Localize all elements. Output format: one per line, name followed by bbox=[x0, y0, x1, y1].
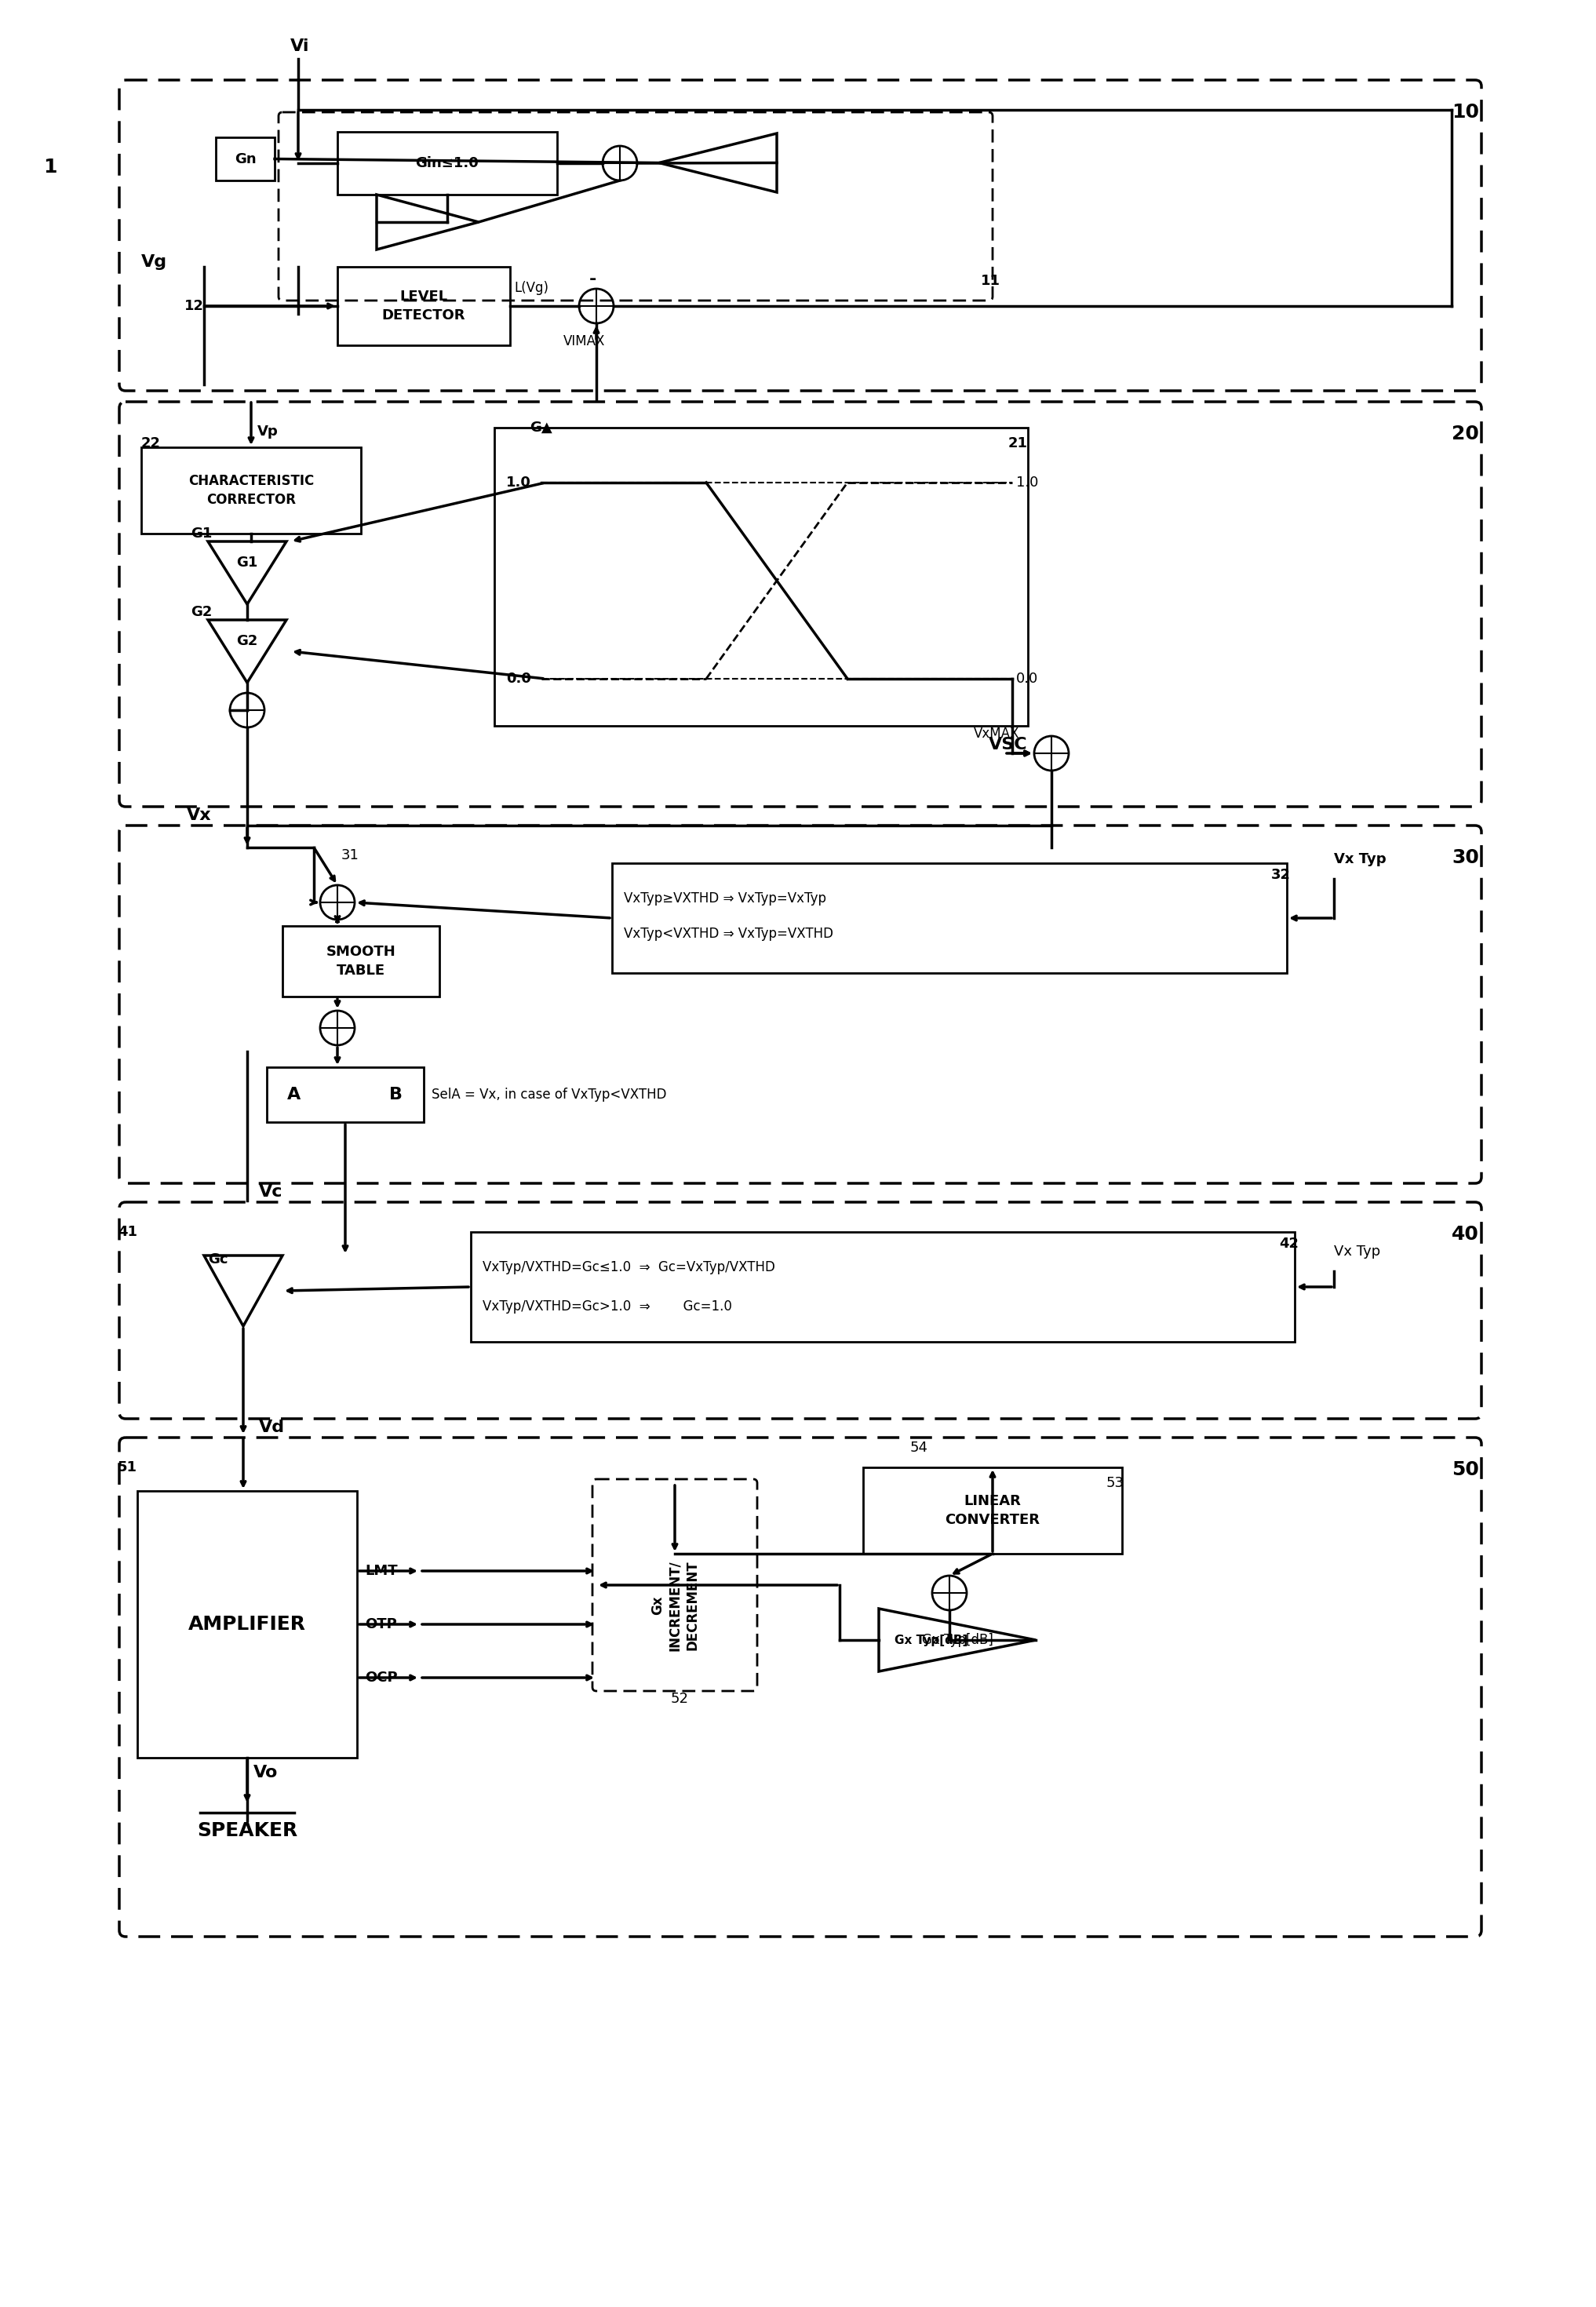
Text: 11: 11 bbox=[982, 275, 1001, 288]
Text: VxTyp/VXTHD=Gc>1.0  ⇒        Gc=1.0: VxTyp/VXTHD=Gc>1.0 ⇒ Gc=1.0 bbox=[482, 1299, 733, 1313]
Text: OTP: OTP bbox=[365, 1617, 397, 1631]
Text: VSC: VSC bbox=[988, 736, 1028, 752]
Text: -: - bbox=[589, 272, 595, 286]
Text: 22: 22 bbox=[140, 436, 161, 450]
Text: Gx Typ[dB]: Gx Typ[dB] bbox=[921, 1633, 993, 1647]
Text: Vi: Vi bbox=[290, 39, 310, 53]
Text: Vx: Vx bbox=[187, 807, 212, 824]
Bar bbox=[611, 863, 1286, 974]
Text: 1: 1 bbox=[43, 157, 57, 178]
Text: LEVEL
DETECTOR: LEVEL DETECTOR bbox=[381, 291, 466, 323]
Text: Vg: Vg bbox=[140, 254, 168, 270]
Bar bbox=[471, 1232, 1294, 1343]
Text: 41: 41 bbox=[118, 1225, 137, 1239]
Text: Vo: Vo bbox=[254, 1765, 278, 1781]
Text: CHARACTERISTIC
CORRECTOR: CHARACTERISTIC CORRECTOR bbox=[188, 475, 314, 508]
Text: VxTyp≥VXTHD ⇒ VxTyp=VxTyp: VxTyp≥VXTHD ⇒ VxTyp=VxTyp bbox=[624, 891, 827, 907]
Text: AMPLIFIER: AMPLIFIER bbox=[188, 1615, 306, 1633]
Text: VxTyp/VXTHD=Gc≤1.0  ⇒  Gc=VxTyp/VXTHD: VxTyp/VXTHD=Gc≤1.0 ⇒ Gc=VxTyp/VXTHD bbox=[482, 1260, 776, 1273]
Text: 30: 30 bbox=[1452, 849, 1479, 867]
Text: G2: G2 bbox=[190, 604, 212, 618]
Text: SPEAKER: SPEAKER bbox=[196, 1820, 297, 1841]
Text: Vp: Vp bbox=[257, 424, 278, 438]
Text: Vc: Vc bbox=[259, 1183, 282, 1200]
Text: LMT: LMT bbox=[365, 1564, 397, 1578]
Text: 31: 31 bbox=[342, 849, 359, 863]
Text: 1.0: 1.0 bbox=[506, 475, 531, 489]
Text: Vx Typ: Vx Typ bbox=[1334, 1243, 1381, 1260]
Text: Vd: Vd bbox=[259, 1419, 286, 1435]
Bar bbox=[137, 1490, 358, 1758]
Text: Gn: Gn bbox=[235, 152, 255, 166]
Text: Gin≤1.0: Gin≤1.0 bbox=[415, 157, 479, 171]
Text: 10: 10 bbox=[1452, 104, 1479, 122]
Text: 1.0: 1.0 bbox=[1017, 475, 1039, 489]
Text: 0.0: 0.0 bbox=[1017, 671, 1039, 685]
Text: VIMAX: VIMAX bbox=[563, 335, 605, 348]
Text: SMOOTH
TABLE: SMOOTH TABLE bbox=[326, 946, 396, 978]
Text: 53: 53 bbox=[1106, 1476, 1125, 1490]
Text: 52: 52 bbox=[670, 1691, 689, 1705]
Text: 20: 20 bbox=[1452, 424, 1479, 443]
Text: 50: 50 bbox=[1452, 1460, 1479, 1479]
Text: 21: 21 bbox=[1009, 436, 1028, 450]
Text: 40: 40 bbox=[1452, 1225, 1479, 1243]
Text: 12: 12 bbox=[185, 300, 204, 314]
Bar bbox=[140, 448, 361, 533]
Text: 32: 32 bbox=[1270, 867, 1291, 881]
Text: Gx Typ[dB]: Gx Typ[dB] bbox=[894, 1633, 967, 1645]
Text: Gc: Gc bbox=[207, 1253, 228, 1267]
Text: SelA = Vx, in case of VxTyp<VXTHD: SelA = Vx, in case of VxTyp<VXTHD bbox=[431, 1087, 667, 1103]
Bar bbox=[495, 427, 1028, 727]
Text: Gx
INCREMENT/
DECREMENT: Gx INCREMENT/ DECREMENT bbox=[650, 1560, 699, 1652]
Text: LINEAR
CONVERTER: LINEAR CONVERTER bbox=[945, 1495, 1041, 1527]
Bar bbox=[267, 1068, 423, 1121]
Text: G▲: G▲ bbox=[530, 420, 552, 434]
Bar bbox=[337, 268, 511, 346]
Text: 54: 54 bbox=[910, 1440, 929, 1456]
Bar bbox=[337, 131, 557, 194]
Bar bbox=[863, 1467, 1122, 1553]
Text: 51: 51 bbox=[118, 1460, 137, 1474]
Text: A: A bbox=[287, 1087, 302, 1103]
Bar bbox=[282, 925, 439, 997]
Text: VxMAX: VxMAX bbox=[974, 727, 1020, 741]
Text: B: B bbox=[389, 1087, 402, 1103]
Text: G1: G1 bbox=[190, 526, 212, 540]
Bar bbox=[215, 138, 275, 180]
Text: 0.0: 0.0 bbox=[506, 671, 531, 685]
Text: L(Vg): L(Vg) bbox=[514, 281, 549, 295]
Text: 42: 42 bbox=[1278, 1237, 1299, 1250]
Text: G2: G2 bbox=[236, 634, 259, 648]
Text: OCP: OCP bbox=[365, 1670, 397, 1684]
Text: Vx Typ: Vx Typ bbox=[1334, 851, 1387, 867]
Text: VxTyp<VXTHD ⇒ VxTyp=VXTHD: VxTyp<VXTHD ⇒ VxTyp=VXTHD bbox=[624, 927, 833, 941]
Text: -: - bbox=[334, 914, 340, 930]
Text: G1: G1 bbox=[236, 556, 259, 570]
